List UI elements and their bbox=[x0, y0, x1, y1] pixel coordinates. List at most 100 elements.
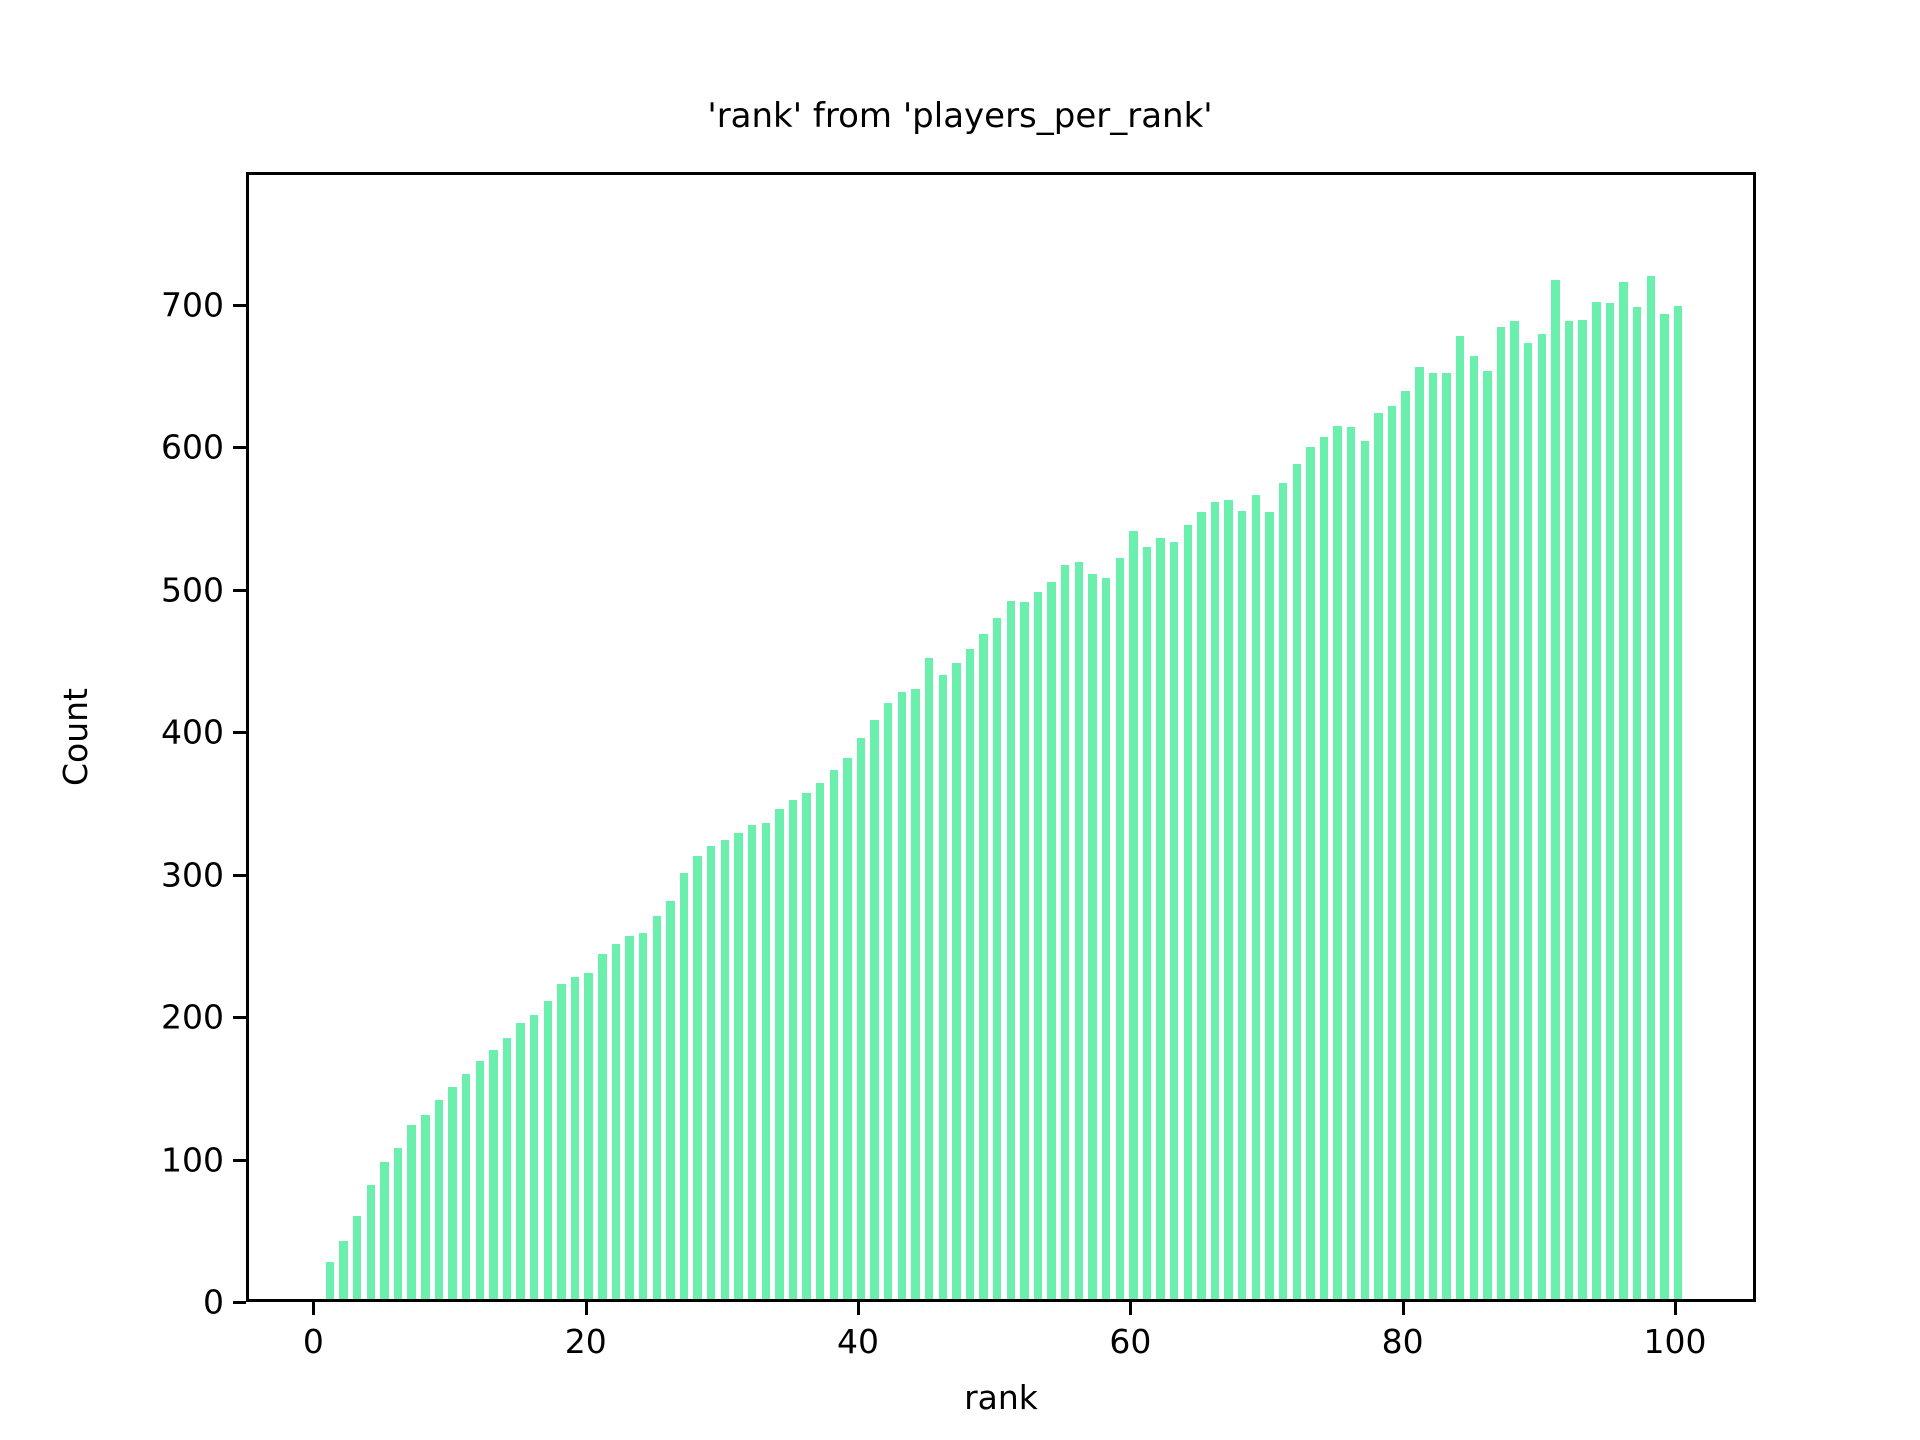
x-tick-label: 60 bbox=[1109, 1322, 1152, 1361]
bar bbox=[965, 649, 975, 1299]
bar bbox=[693, 855, 702, 1299]
bar bbox=[1578, 320, 1587, 1299]
bar bbox=[1061, 565, 1070, 1299]
bar bbox=[543, 1001, 553, 1299]
bar bbox=[1660, 314, 1669, 1299]
bar bbox=[557, 984, 566, 1299]
bar bbox=[911, 689, 920, 1299]
y-tick-label: 100 bbox=[161, 1140, 224, 1179]
x-axis-ticks: 0 20 40 60 80 100 bbox=[246, 1302, 1756, 1372]
bar bbox=[366, 1185, 376, 1299]
bar bbox=[598, 954, 607, 1299]
bar bbox=[707, 845, 716, 1299]
bar bbox=[516, 1022, 525, 1299]
bar bbox=[1101, 577, 1111, 1299]
y-tick-label: 700 bbox=[161, 285, 224, 325]
y-tick-mark bbox=[233, 1158, 246, 1162]
bar bbox=[353, 1216, 362, 1299]
x-tick-label: 0 bbox=[302, 1322, 324, 1361]
y-tick-label: 400 bbox=[161, 712, 224, 752]
bar bbox=[1006, 600, 1016, 1299]
x-tick-mark bbox=[1129, 1302, 1133, 1315]
bar bbox=[407, 1125, 416, 1299]
bar bbox=[1551, 280, 1560, 1299]
bars-layer bbox=[249, 175, 1753, 1299]
bar bbox=[843, 757, 852, 1299]
y-tick-label: 0 bbox=[203, 1282, 224, 1322]
bar bbox=[461, 1073, 471, 1299]
bar bbox=[325, 1261, 335, 1299]
bar bbox=[393, 1147, 403, 1299]
bar bbox=[1142, 546, 1152, 1299]
y-tick-mark bbox=[233, 446, 246, 450]
bar bbox=[530, 1015, 539, 1299]
bar bbox=[434, 1099, 444, 1299]
bar bbox=[1319, 436, 1329, 1299]
bar bbox=[788, 800, 798, 1299]
x-tick-mark bbox=[857, 1302, 861, 1315]
bar bbox=[666, 901, 675, 1299]
bar bbox=[1455, 335, 1465, 1299]
bar bbox=[638, 932, 648, 1299]
bar bbox=[1360, 441, 1370, 1299]
bar bbox=[1619, 281, 1628, 1299]
bar bbox=[1292, 463, 1301, 1299]
x-tick-mark bbox=[1673, 1302, 1677, 1315]
bar bbox=[924, 657, 934, 1299]
bar bbox=[1156, 538, 1165, 1299]
chart-title: 'rank' from 'players_per_rank' bbox=[707, 96, 1213, 136]
bar bbox=[1197, 512, 1206, 1299]
bar bbox=[1469, 355, 1478, 1299]
y-tick-label: 200 bbox=[161, 997, 224, 1037]
bar bbox=[1074, 562, 1084, 1299]
bar bbox=[1387, 405, 1397, 1299]
bar bbox=[1605, 302, 1615, 1299]
bar bbox=[1047, 582, 1056, 1299]
bar bbox=[1646, 275, 1655, 1299]
bar bbox=[1278, 482, 1288, 1299]
bar bbox=[584, 972, 593, 1299]
bar bbox=[489, 1049, 498, 1299]
y-tick-mark bbox=[233, 588, 246, 592]
bar bbox=[1129, 530, 1138, 1299]
bar bbox=[952, 663, 961, 1299]
bar bbox=[1442, 372, 1451, 1299]
bar bbox=[448, 1086, 457, 1299]
bar bbox=[502, 1038, 512, 1299]
bar bbox=[421, 1115, 430, 1299]
bar bbox=[1632, 307, 1642, 1299]
y-tick-mark bbox=[233, 303, 246, 307]
bar bbox=[992, 617, 1002, 1299]
bar bbox=[1033, 592, 1043, 1299]
y-tick-mark bbox=[233, 873, 246, 877]
bar bbox=[611, 944, 621, 1299]
bar bbox=[679, 872, 689, 1299]
bar bbox=[1306, 446, 1315, 1299]
bar bbox=[802, 793, 811, 1299]
x-axis-label: rank bbox=[964, 1378, 1038, 1417]
x-tick-mark bbox=[584, 1302, 588, 1315]
bar bbox=[747, 824, 757, 1299]
bar bbox=[625, 935, 634, 1299]
x-tick-label: 20 bbox=[564, 1322, 607, 1361]
x-tick-label: 100 bbox=[1643, 1322, 1707, 1361]
y-tick-mark bbox=[233, 1016, 246, 1019]
bar bbox=[1673, 305, 1683, 1299]
y-tick-label: 600 bbox=[161, 427, 224, 467]
bar bbox=[1428, 372, 1438, 1299]
bar bbox=[1401, 391, 1410, 1299]
bar bbox=[1523, 342, 1533, 1299]
bar bbox=[1265, 512, 1274, 1299]
bar bbox=[1020, 602, 1029, 1299]
x-tick-label: 80 bbox=[1381, 1322, 1424, 1361]
bar bbox=[1088, 573, 1097, 1299]
bar bbox=[1415, 367, 1424, 1299]
bar bbox=[734, 833, 743, 1299]
bar bbox=[815, 783, 825, 1299]
bar bbox=[339, 1240, 348, 1299]
bar bbox=[380, 1162, 389, 1299]
bar bbox=[1564, 321, 1574, 1299]
bar bbox=[1183, 525, 1193, 1299]
bar bbox=[897, 691, 907, 1299]
